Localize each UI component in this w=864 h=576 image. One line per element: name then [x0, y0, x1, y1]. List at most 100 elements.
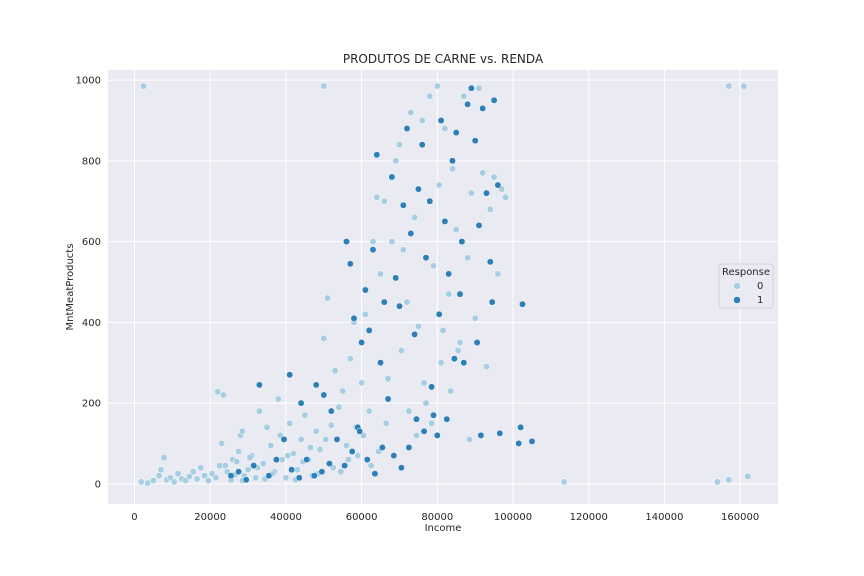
scatter-point-response-0: [220, 391, 227, 399]
scatter-point-response-0: [354, 452, 362, 460]
scatter-point-response-0: [197, 464, 205, 472]
scatter-point-response-0: [411, 213, 419, 221]
scatter-point-response-1: [515, 439, 523, 447]
scatter-point-response-1: [435, 310, 443, 318]
scatter-point-response-0: [435, 181, 443, 189]
scatter-point-response-0: [344, 456, 352, 464]
scatter-point-response-0: [331, 367, 339, 375]
scatter-point-response-0: [713, 478, 721, 486]
legend-label-0: 0: [757, 281, 763, 292]
scatter-point-response-1: [250, 462, 258, 470]
scatter-point-response-1: [265, 472, 273, 480]
scatter-point-response-0: [490, 173, 498, 181]
x-tick-labels: 0 20000 40000 60000 80000 100000 120000 140000 1…: [131, 512, 759, 523]
scatter-point-response-1: [280, 435, 288, 443]
scatter-point-response-0: [396, 141, 403, 149]
x-tick-label: 100000: [494, 512, 532, 523]
scatter-point-response-1: [443, 415, 451, 423]
scatter-point-response-1: [452, 129, 460, 137]
scatter-point-response-1: [441, 217, 449, 225]
scatter-point-response-1: [397, 464, 405, 472]
scatter-point-response-1: [272, 456, 280, 464]
scatter-point-response-0: [428, 419, 436, 427]
scatter-point-response-1: [437, 117, 445, 124]
scatter-point-response-1: [356, 427, 364, 435]
scatter-point-response-1: [380, 298, 388, 306]
scatter-point-response-0: [233, 458, 241, 466]
scatter-point-response-1: [483, 189, 490, 197]
scatter-point-response-0: [361, 310, 369, 318]
x-tick-label: 20000: [194, 512, 226, 523]
scatter-point-response-1: [490, 96, 498, 104]
scatter-point-response-1: [528, 437, 536, 445]
scatter-point-response-0: [479, 169, 487, 177]
scatter-point-response-0: [255, 407, 263, 415]
scatter-point-response-1: [426, 197, 434, 205]
scatter-point-response-0: [388, 238, 396, 246]
scatter-point-response-0: [483, 363, 490, 371]
x-tick-label: 60000: [346, 512, 378, 523]
scatter-point-response-1: [320, 391, 328, 399]
scatter-point-response-0: [297, 435, 305, 443]
scatter-point-response-0: [193, 475, 201, 483]
scatter-point-response-0: [149, 477, 157, 485]
scatter-point-response-0: [263, 423, 271, 431]
scatter-point-response-0: [420, 379, 428, 387]
scatter-point-response-0: [430, 262, 437, 270]
x-tick-label: 140000: [645, 512, 683, 523]
scatter-point-response-1: [403, 125, 411, 132]
scatter-point-response-0: [502, 193, 509, 201]
scatter-point-response-0: [407, 108, 415, 116]
scatter-point-response-0: [284, 452, 292, 460]
scatter-point-response-0: [212, 474, 220, 482]
scatter-point-response-0: [221, 462, 229, 470]
x-axis-label: Income: [425, 523, 462, 534]
scatter-point-response-1: [346, 260, 354, 268]
scatter-point-response-0: [324, 294, 331, 302]
y-tick-label: 600: [82, 237, 101, 248]
scatter-point-response-1: [475, 221, 483, 229]
scatter-point-response-0: [494, 270, 502, 278]
y-tick-labels: 0 200 400 600 800 1000: [76, 76, 101, 491]
scatter-point-response-0: [218, 439, 226, 447]
scatter-point-response-0: [365, 407, 373, 415]
scatter-point-response-1: [496, 429, 504, 437]
legend-label-1: 1: [757, 295, 763, 306]
scatter-point-response-0: [252, 474, 260, 482]
y-tick-label: 400: [82, 318, 101, 329]
scatter-point-response-1: [369, 246, 377, 254]
scatter-point-response-0: [140, 82, 148, 90]
scatter-point-response-0: [155, 472, 163, 480]
scatter-point-response-1: [392, 274, 400, 282]
scatter-point-response-0: [160, 454, 168, 462]
scatter-point-response-1: [456, 290, 464, 298]
scatter-point-response-1: [242, 476, 250, 484]
scatter-point-response-0: [392, 157, 400, 165]
legend-title: Response: [722, 267, 770, 278]
scatter-point-response-0: [397, 347, 405, 355]
y-tick-label: 1000: [76, 76, 101, 87]
scatter-point-response-0: [170, 478, 178, 486]
scatter-point-response-0: [174, 470, 182, 478]
scatter-point-response-0: [560, 478, 568, 486]
scatter-point-response-0: [282, 474, 290, 482]
scatter-point-response-0: [433, 82, 441, 90]
scatter-point-response-1: [365, 326, 373, 334]
scatter-point-response-1: [430, 411, 437, 419]
x-tick-label: 0: [131, 512, 137, 523]
data-points: [137, 82, 752, 487]
scatter-point-response-1: [390, 452, 398, 460]
scatter-point-response-1: [405, 444, 413, 451]
gridlines: [108, 70, 778, 504]
scatter-point-response-1: [460, 359, 468, 367]
scatter-point-response-0: [343, 442, 350, 449]
scatter-point-response-0: [460, 92, 468, 100]
scatter-point-response-1: [325, 460, 333, 468]
scatter-point-response-1: [396, 302, 403, 310]
scatter-point-response-0: [456, 339, 464, 346]
y-axis-label: MntMeatProducts: [65, 244, 76, 331]
scatter-point-response-1: [422, 254, 430, 262]
scatter-point-response-0: [274, 395, 282, 403]
scatter-point-response-1: [428, 383, 436, 391]
scatter-point-response-1: [295, 474, 303, 482]
